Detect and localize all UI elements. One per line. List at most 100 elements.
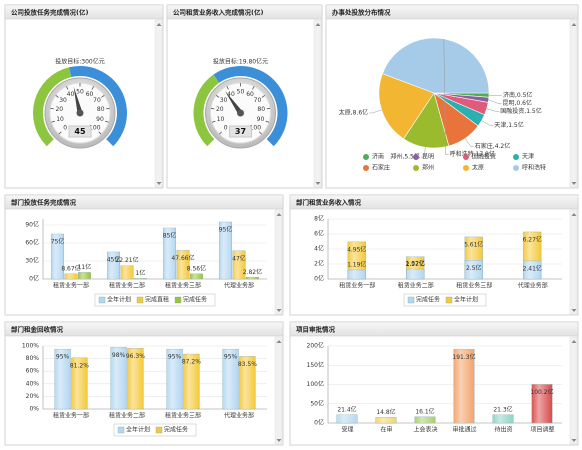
value-label: 21.3亿 [493,405,512,413]
y-tick-label: 0亿 [314,275,324,283]
value-label: 95% [56,354,70,361]
legend-label: 完成直租 [145,296,169,304]
bar-gloss [64,273,78,279]
x-tick-label: 租赁业务二部 [398,282,434,290]
legend-swatch [98,296,106,304]
gauge-tick [98,131,102,135]
legend-label: 太原 [472,164,484,172]
gauge-tick [66,86,69,90]
bar-gloss [190,273,203,279]
legend-box [94,293,216,307]
value-label: 8.56亿 [187,264,206,272]
legend-label: 国融投资 [472,153,496,161]
bar-gloss [246,277,259,279]
legend-label: 石家庄 [372,164,390,172]
panel-title: 办事处投放分布情况 [332,8,391,17]
gauge-arc-rest [213,65,288,147]
scrollbar [274,336,283,445]
legend-label: 完成任务 [164,426,188,434]
scroll-arrow [571,340,577,343]
bar-gloss [453,349,475,423]
y-tick-label: 0亿 [314,419,324,427]
bar-gloss [120,265,134,279]
gauge-value: 45 [74,127,86,136]
scrollbar [154,19,163,188]
scrollbar [313,19,322,188]
gauge-value-box [68,125,92,138]
y-tick-label: 40% [26,380,40,387]
gauge-tick-label: 40 [67,91,75,98]
scroll-arrow [276,309,282,312]
gauge-tick-label: 50 [237,89,245,96]
gauge-tick [101,95,105,98]
gauge-tick-label: 100 [250,124,262,131]
panel-title: 公司投放任务完成情况(亿) [11,8,88,17]
legend-label: 完成任务 [416,296,440,304]
legend-swatch [363,165,369,171]
legend-swatch [413,165,419,171]
x-tick-label: 租赁业务二部 [109,412,145,420]
value-label: 85亿 [163,232,177,240]
x-tick-label: 租赁业务一部 [53,282,89,290]
bar-gloss [336,414,358,423]
value-label: 22.21亿 [115,256,138,264]
scroll-arrow [276,340,282,343]
pie-label: 天津,1.5亿 [494,121,523,129]
gauge-tick-label: 0 [63,124,67,131]
value-label: 4.95亿 [347,245,366,253]
panel-header [4,194,284,210]
y-tick-label: 100% [22,343,39,350]
x-tick-label: 在审 [380,426,392,434]
panel-header [289,321,579,337]
gauge-tick [266,107,271,110]
gauge-tick-label: 100 [89,124,101,131]
panel [289,321,579,446]
scroll-arrow [571,439,577,442]
y-tick-label: 20% [26,393,40,400]
bar-gloss [222,349,239,409]
scroll-arrow [156,23,162,26]
legend-label: 呼和浩特 [522,164,546,172]
value-label: 6.27亿 [523,235,542,243]
gauge-arc-value [193,74,220,147]
value-label: 8.67亿 [61,264,80,272]
value-label: 2.97亿 [406,260,425,268]
scroll-arrow [276,213,282,216]
y-tick-label: 8亿 [314,215,324,223]
value-label: 1.19亿 [347,261,366,269]
x-tick-label: 代理业务部 [518,282,548,290]
pie-leader [369,109,382,114]
legend-swatch [463,154,469,160]
gauge-arc-value [32,67,72,147]
gauge-tick-label: 20 [55,106,63,113]
pie-label: 太原,8.6亿 [339,108,368,116]
bar-gloss [163,228,176,279]
gauge-value: 37 [235,127,246,136]
x-tick-label: 代理业务部 [224,282,254,290]
pie-label: 济南,0.5亿 [503,91,532,99]
gauge-tick-label: 70 [254,97,262,104]
panel-title: 公司租赁业务收入完成情况(亿) [173,8,263,17]
gauge-tick-label: 60 [86,91,94,98]
gauge-tick [258,131,262,135]
legend-box [113,423,197,437]
value-label: 21.4亿 [337,405,356,413]
value-label: 87.2% [182,359,201,366]
legend-label: 济南 [372,153,384,161]
y-tick-label: 0% [29,406,39,413]
panel-header [325,4,579,20]
panel-header [4,321,284,337]
legend-swatch [463,165,469,171]
gauge-tick [50,107,54,110]
bar-gloss [464,260,483,279]
bar-gloss [347,270,366,279]
gauge-tick [219,131,223,135]
gauge-tick-label: 30 [59,97,67,104]
pie-label: 昆明,0.6亿 [502,99,531,107]
gauge-tick [210,107,215,110]
bar-gloss [107,252,120,279]
scroll-arrow [571,309,577,312]
gauge-needle [224,90,243,115]
legend-swatch [445,296,453,304]
pie-label: 石家庄,4.2亿 [475,142,510,150]
